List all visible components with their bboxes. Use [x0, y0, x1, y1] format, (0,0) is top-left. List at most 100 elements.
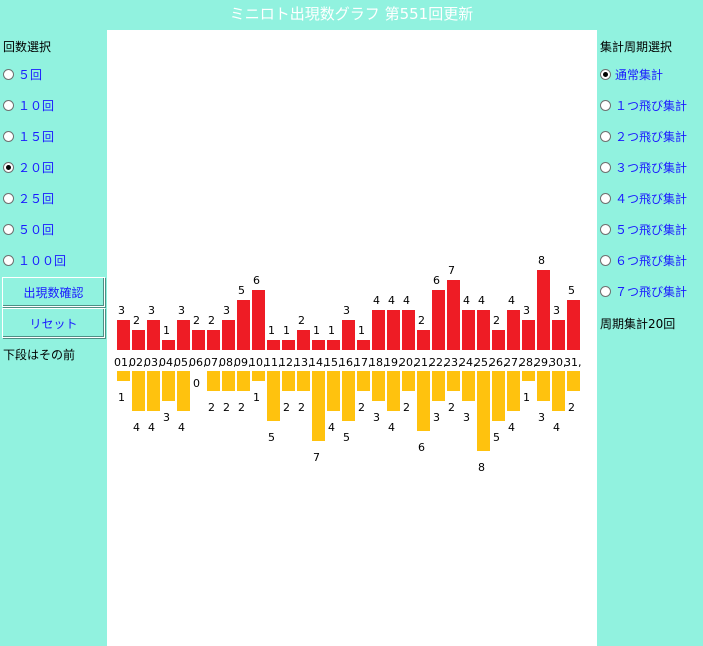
previous-bar-11	[267, 371, 280, 421]
previous-bar-14	[312, 371, 325, 441]
previous-bar-18	[372, 371, 385, 401]
recent-bar-label: 3	[223, 304, 230, 317]
period-option-8[interactable]: ７つ飛び集計	[600, 282, 687, 300]
recent-bar-12	[282, 340, 295, 350]
previous-bar-07	[207, 371, 220, 391]
previous-bar-label: 2	[403, 401, 410, 414]
period-option-label: ６つ飛び集計	[615, 253, 688, 268]
recent-bar-03	[147, 320, 160, 350]
count-radio-1[interactable]	[3, 68, 14, 80]
previous-bar-23	[447, 371, 460, 391]
category-tick-label: 20,	[399, 356, 417, 369]
period-radio-6[interactable]	[600, 223, 611, 235]
count-option-label: ５０回	[18, 222, 55, 237]
recent-bar-17	[357, 340, 370, 350]
recent-bar-31	[567, 300, 580, 350]
recent-bar-15	[327, 340, 340, 350]
period-radio-7[interactable]	[600, 254, 611, 266]
period-option-7[interactable]: ６つ飛び集計	[600, 251, 687, 269]
recent-bar-05	[177, 320, 190, 350]
recent-bar-25	[477, 310, 490, 350]
count-radio-7[interactable]	[3, 254, 14, 266]
count-radio-5[interactable]	[3, 192, 14, 204]
recent-bar-26	[492, 330, 505, 350]
category-tick-label: 12,	[279, 356, 297, 369]
recent-bar-label: 3	[523, 304, 530, 317]
count-option-1[interactable]: ５回	[3, 65, 42, 83]
period-radio-8[interactable]	[600, 285, 611, 297]
previous-bar-03	[147, 371, 160, 411]
period-selection-label: 集計周期選択	[600, 40, 673, 54]
recent-bar-label: 1	[328, 324, 335, 337]
category-tick-label: 26,	[489, 356, 507, 369]
recent-bar-07	[207, 330, 220, 350]
period-option-label: １つ飛び集計	[615, 98, 688, 113]
count-option-3[interactable]: １５回	[3, 127, 54, 145]
category-tick-label: 11,	[264, 356, 282, 369]
frequency-chart: 3 1 01, 2 4 02, 3 4 03, 1 3 04, 3 4 05, 2 0 06, 2 2 07, 3 2 08,…	[107, 30, 597, 646]
category-tick-label: 30,	[549, 356, 567, 369]
period-option-6[interactable]: ５つ飛び集計	[600, 220, 687, 238]
count-option-6[interactable]: ５０回	[3, 220, 54, 238]
count-option-label: ５回	[18, 67, 43, 82]
recent-bar-label: 3	[178, 304, 185, 317]
previous-bar-label: 3	[463, 411, 470, 424]
count-selection-label: 回数選択	[3, 40, 52, 54]
previous-bar-label: 5	[268, 431, 275, 444]
count-radio-3[interactable]	[3, 130, 14, 142]
previous-bar-label: 2	[208, 401, 215, 414]
previous-bar-04	[162, 371, 175, 401]
previous-bar-09	[237, 371, 250, 391]
period-option-3[interactable]: ２つ飛び集計	[600, 127, 687, 145]
period-option-1[interactable]: 通常集計	[600, 65, 663, 83]
category-tick-label: 09,	[234, 356, 252, 369]
recent-bar-label: 4	[388, 294, 395, 307]
category-tick-label: 16,	[339, 356, 357, 369]
period-option-5[interactable]: ４つ飛び集計	[600, 189, 687, 207]
previous-bar-label: 4	[328, 421, 335, 434]
period-option-4[interactable]: ３つ飛び集計	[600, 158, 687, 176]
recent-bar-label: 6	[253, 274, 260, 287]
recent-bar-29	[537, 270, 550, 350]
recent-bar-04	[162, 340, 175, 350]
count-option-4[interactable]: ２０回	[3, 158, 54, 176]
category-tick-label: 18,	[369, 356, 387, 369]
previous-bar-30	[552, 371, 565, 411]
recent-bar-label: 2	[133, 314, 140, 327]
previous-bar-label: 4	[148, 421, 155, 434]
period-option-label: ２つ飛び集計	[615, 129, 688, 144]
category-tick-label: 29,	[534, 356, 552, 369]
reset-button[interactable]: リセット	[2, 308, 105, 338]
recent-bar-27	[507, 310, 520, 350]
previous-bar-label: 8	[478, 461, 485, 474]
period-radio-1[interactable]	[600, 68, 611, 80]
period-radio-2[interactable]	[600, 99, 611, 111]
count-option-5[interactable]: ２５回	[3, 189, 54, 207]
recent-bar-09	[237, 300, 250, 350]
recent-bar-21	[417, 330, 430, 350]
count-option-2[interactable]: １０回	[3, 96, 54, 114]
count-radio-6[interactable]	[3, 223, 14, 235]
previous-bar-label: 4	[388, 421, 395, 434]
previous-bar-16	[342, 371, 355, 421]
period-option-label: ７つ飛び集計	[615, 284, 688, 299]
previous-bar-27	[507, 371, 520, 411]
previous-bar-31	[567, 371, 580, 391]
recent-bar-label: 2	[298, 314, 305, 327]
recent-bar-label: 3	[148, 304, 155, 317]
previous-bar-label: 2	[223, 401, 230, 414]
category-tick-label: 19,	[384, 356, 402, 369]
category-tick-label: 02,	[129, 356, 147, 369]
period-radio-4[interactable]	[600, 161, 611, 173]
period-option-2[interactable]: １つ飛び集計	[600, 96, 687, 114]
recent-bar-label: 2	[193, 314, 200, 327]
confirm-count-button[interactable]: 出現数確認	[2, 277, 105, 307]
period-radio-5[interactable]	[600, 192, 611, 204]
count-radio-2[interactable]	[3, 99, 14, 111]
previous-bar-02	[132, 371, 145, 411]
category-tick-label: 31,	[564, 356, 582, 369]
recent-bar-label: 5	[238, 284, 245, 297]
count-option-7[interactable]: １００回	[3, 251, 66, 269]
count-radio-4[interactable]	[3, 161, 14, 173]
period-radio-3[interactable]	[600, 130, 611, 142]
